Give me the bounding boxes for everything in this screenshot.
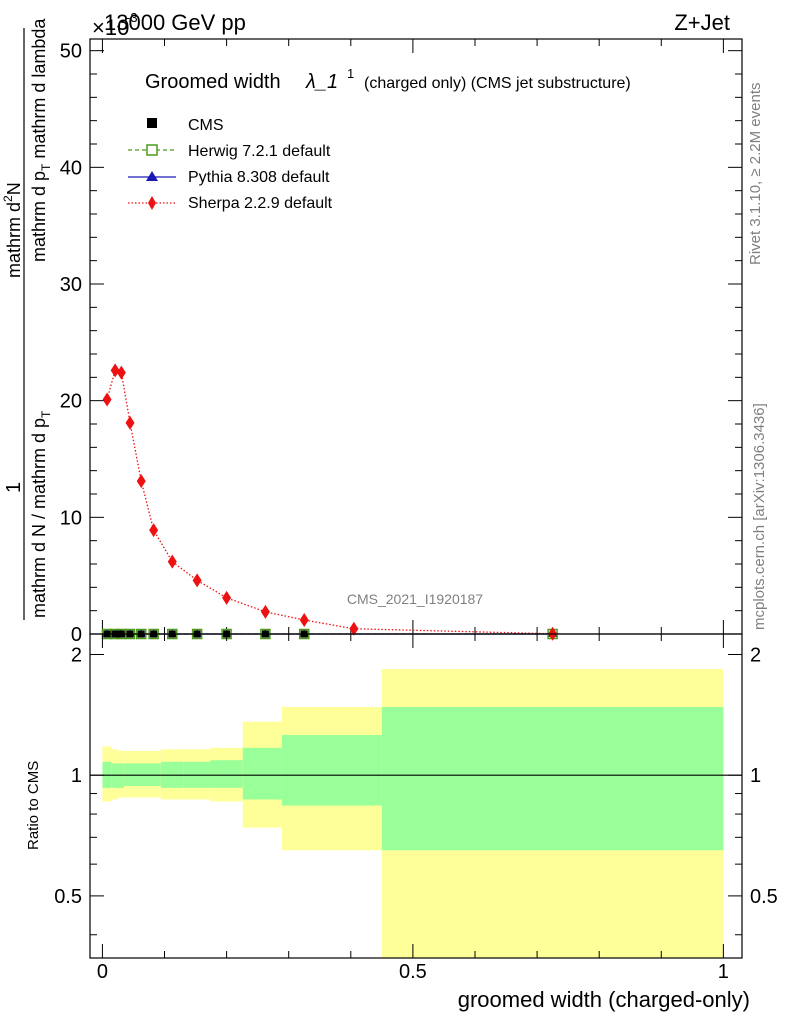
ratio-band-inner-9 — [242, 747, 282, 800]
sherpa-point — [136, 474, 146, 489]
scale-exponent: -3 — [126, 10, 138, 25]
title-note: (charged only) (CMS jet substructure) — [364, 75, 631, 92]
legend-marker-pythia — [146, 171, 158, 181]
legend-marker-cms — [147, 118, 157, 128]
sherpa-point — [149, 523, 159, 538]
ylabel-numerator: 1 — [3, 482, 25, 493]
legend-marker-sherpa — [148, 196, 156, 210]
legend-label-herwig: Herwig 7.2.1 default — [188, 143, 331, 160]
upper-ytick-label-1: 10 — [60, 507, 82, 529]
upper-ytick-label-2: 20 — [60, 391, 82, 413]
sherpa-point — [299, 613, 309, 627]
ylabel-norm: mathrm d N / mathrm d pT — [29, 410, 53, 618]
sherpa-line — [106, 369, 553, 635]
ratio-band-inner-8 — [210, 760, 243, 788]
upper-series-layer — [101, 363, 558, 641]
sherpa-point — [260, 604, 270, 619]
legend-entry-cms: CMS — [147, 117, 224, 134]
lower-frame — [89, 633, 743, 959]
xtick-label-1: 0.5 — [399, 961, 427, 983]
legend-label-pythia: Pythia 8.308 default — [188, 169, 330, 186]
legend-entry-sherpa: Sherpa 2.2.9 default — [128, 195, 333, 212]
lower-axes: 0 0.5 1 0.5 0.5 1 1 2 2 — [54, 633, 778, 983]
upper-ytick-label-3: 30 — [60, 274, 82, 296]
sherpa-point — [125, 415, 135, 430]
sherpa-point — [222, 590, 232, 605]
ratio-band-inner-11 — [381, 706, 724, 851]
mcplots-label: mcplots.cern.ch [arXiv:1306.3436] — [751, 403, 768, 630]
lower-ytick-label-0: 0.5 — [54, 886, 82, 908]
header-process: Z+Jet — [674, 10, 730, 35]
xtick-label-0: 0 — [97, 961, 108, 983]
ylabel-num-inner: mathrm d2N — [1, 182, 24, 278]
title-superscript: 1 — [347, 66, 354, 81]
lower-ytick-label-right-0: 0.5 — [750, 886, 778, 908]
upper-ytick-label-5: 50 — [60, 41, 82, 63]
upper-ytick-label-4: 40 — [60, 157, 82, 179]
title-symbol: λ_1 — [305, 71, 338, 93]
lower-ytick-label-2: 2 — [71, 645, 82, 667]
analysis-watermark: CMS_2021_I1920187 — [347, 591, 483, 607]
upper-ylabel: 1 mathrm d N / mathrm d pT mathrm d2N — [1, 28, 53, 620]
upper-ytick-label-0: 0 — [71, 624, 82, 646]
ylabel-den: mathrm d pT mathrm d lambda — [29, 18, 53, 262]
title-text: Groomed width — [145, 71, 281, 93]
legend-label-sherpa: Sherpa 2.2.9 default — [188, 195, 333, 212]
legend: CMS Herwig 7.2.1 default Pythia 8.308 de… — [128, 117, 333, 212]
legend-marker-herwig — [146, 144, 158, 156]
xlabel: groomed width (charged-only) — [458, 987, 750, 1012]
ratio-band-inner-10 — [281, 734, 382, 806]
legend-entry-pythia: Pythia 8.308 default — [128, 169, 330, 186]
sherpa-point — [110, 363, 120, 378]
xtick-label-2: 1 — [718, 961, 729, 983]
scale-factor: ×10 — [92, 15, 129, 40]
sherpa-point — [167, 554, 177, 569]
ratio-ylabel: Ratio to CMS — [25, 761, 42, 850]
sherpa-point — [116, 365, 126, 380]
lower-ytick-label-1: 1 — [71, 765, 82, 787]
sherpa-point — [349, 621, 359, 636]
upper-axes: 0 10 20 30 40 50 — [60, 38, 743, 646]
ratio-bands — [90, 669, 742, 958]
header-energy: 13000 GeV pp — [104, 10, 246, 35]
plot-title: Groomed width λ_1 1 (charged only) (CMS … — [145, 66, 631, 93]
lower-ytick-label-right-1: 1 — [750, 765, 761, 787]
sherpa-point — [102, 392, 112, 407]
legend-label-cms: CMS — [188, 117, 224, 134]
lower-ytick-label-right-2: 2 — [750, 645, 761, 667]
legend-entry-herwig: Herwig 7.2.1 default — [128, 143, 331, 160]
sherpa-point — [192, 573, 202, 588]
rivet-version-label: Rivet 3.1.10, ≥ 2.2M events — [747, 83, 764, 266]
